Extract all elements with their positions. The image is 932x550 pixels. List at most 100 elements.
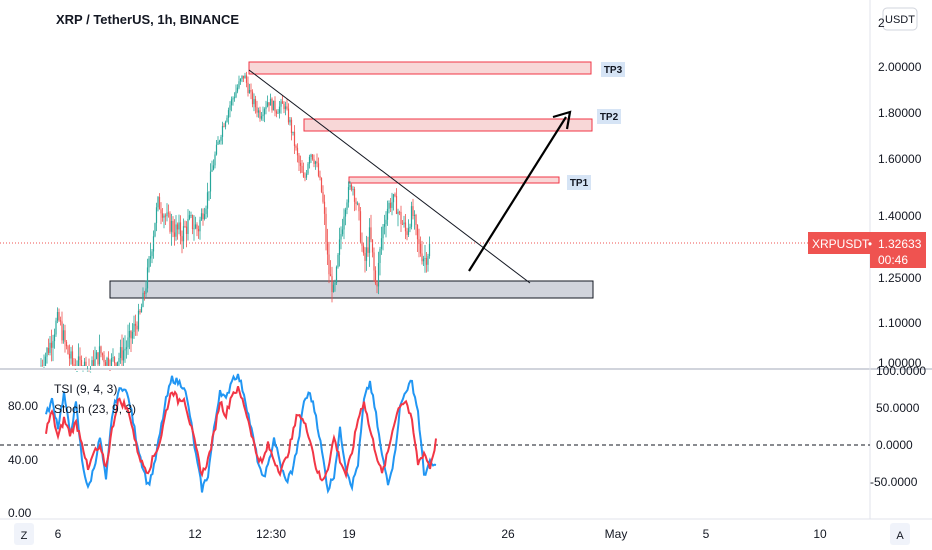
- tp2-zone[interactable]: [303, 118, 593, 132]
- candle-body: [134, 323, 137, 326]
- candle-body: [113, 357, 116, 364]
- candle-body: [100, 346, 102, 354]
- candle-body: [311, 154, 314, 160]
- candle-body: [188, 215, 191, 219]
- timezone-button[interactable]: [14, 523, 34, 545]
- candle-body: [373, 252, 375, 271]
- candle-body: [233, 97, 236, 99]
- candle-body: [130, 331, 132, 339]
- candle-body: [322, 191, 324, 202]
- candle-body: [236, 87, 239, 92]
- candle-body: [284, 106, 287, 110]
- candle-body: [185, 226, 188, 234]
- candle-body: [397, 211, 399, 214]
- candle-body: [307, 163, 309, 174]
- candle-body: [91, 360, 93, 366]
- candle-body: [212, 165, 215, 170]
- candle-body: [290, 119, 293, 133]
- candle-body: [292, 131, 294, 133]
- currency-button[interactable]: [882, 7, 918, 31]
- candle-body: [209, 171, 212, 192]
- candle-body: [118, 358, 120, 362]
- chart-title: XRP / TetherUS, 1h, BINANCE: [56, 12, 239, 27]
- candles: [40, 71, 431, 373]
- candle-body: [374, 270, 377, 284]
- candle-body: [377, 262, 380, 287]
- price-badge[interactable]: [870, 232, 926, 268]
- candle-body: [256, 107, 258, 113]
- candle-body: [385, 219, 387, 225]
- indicator-right-tick: -50.0000: [870, 475, 918, 489]
- candle-body: [163, 215, 165, 218]
- candle-body: [187, 218, 189, 234]
- candle-body: [128, 331, 131, 338]
- candle-body: [98, 346, 101, 365]
- target-zones: TP1 TP2 TP3: [248, 61, 625, 190]
- candle-body: [266, 102, 269, 107]
- candle-body: [179, 222, 182, 237]
- candle-body: [58, 312, 60, 321]
- candle-body: [97, 352, 99, 365]
- candle-body: [107, 357, 110, 366]
- candle-body: [317, 163, 320, 176]
- candle-body: [362, 245, 365, 254]
- candle-body: [338, 239, 341, 255]
- candle-body: [269, 98, 272, 106]
- candle-body: [320, 177, 323, 192]
- candle-body: [127, 337, 129, 348]
- projection-arrow-line[interactable]: [468, 116, 567, 272]
- candle-body: [70, 351, 72, 359]
- candle-body: [116, 361, 119, 366]
- candle-body: [52, 341, 54, 348]
- candle-body: [422, 258, 425, 262]
- tp1-label: TP1: [570, 178, 589, 189]
- stoch-legend[interactable]: Stoch (23, 9, 3): [54, 402, 136, 416]
- candle-body: [406, 231, 408, 235]
- price-badge-value: 1.32633: [878, 237, 922, 251]
- candle-body: [239, 78, 242, 82]
- tp3-zone[interactable]: [248, 61, 592, 75]
- candle-body: [271, 98, 273, 111]
- candle-body: [235, 91, 237, 98]
- candle-body: [119, 347, 122, 359]
- auto-scale-button[interactable]: [890, 523, 910, 545]
- candle-body: [59, 320, 62, 322]
- candle-body: [142, 292, 144, 307]
- candle-body: [137, 310, 140, 330]
- price-pane[interactable]: [0, 0, 870, 368]
- tsi-line[interactable]: [45, 373, 437, 495]
- tp1-zone[interactable]: [348, 176, 560, 184]
- candle-body: [215, 144, 218, 155]
- candle-body: [62, 330, 65, 341]
- candle-body: [350, 184, 353, 190]
- tsi-legend[interactable]: TSI (9, 4, 3): [54, 382, 117, 396]
- candle-body: [404, 222, 407, 232]
- support-zone[interactable]: [109, 280, 594, 299]
- candle-body: [428, 243, 431, 257]
- candle-body: [197, 229, 200, 232]
- candle-body: [302, 172, 305, 177]
- candle-body: [139, 310, 141, 313]
- candle-body: [293, 131, 296, 147]
- candle-body: [248, 89, 251, 94]
- candle-body: [121, 347, 123, 361]
- indicator-left-tick: 80.00: [8, 399, 38, 413]
- candle-body: [356, 203, 359, 205]
- price-tick: 1.10000: [878, 316, 922, 330]
- candle-body: [277, 112, 279, 114]
- candle-body: [329, 274, 332, 277]
- candle-body: [218, 140, 221, 142]
- candle-body: [319, 175, 321, 178]
- tp3-label: TP3: [604, 65, 623, 76]
- candle-body: [82, 370, 84, 372]
- candle-body: [50, 342, 53, 348]
- candle-body: [379, 248, 381, 263]
- candle-body: [298, 155, 300, 163]
- stoch-line[interactable]: [45, 386, 437, 482]
- candle-body: [346, 202, 348, 210]
- candle-body: [190, 215, 192, 216]
- candle-body: [364, 253, 366, 261]
- candle-body: [170, 220, 173, 232]
- candle-body: [280, 101, 282, 107]
